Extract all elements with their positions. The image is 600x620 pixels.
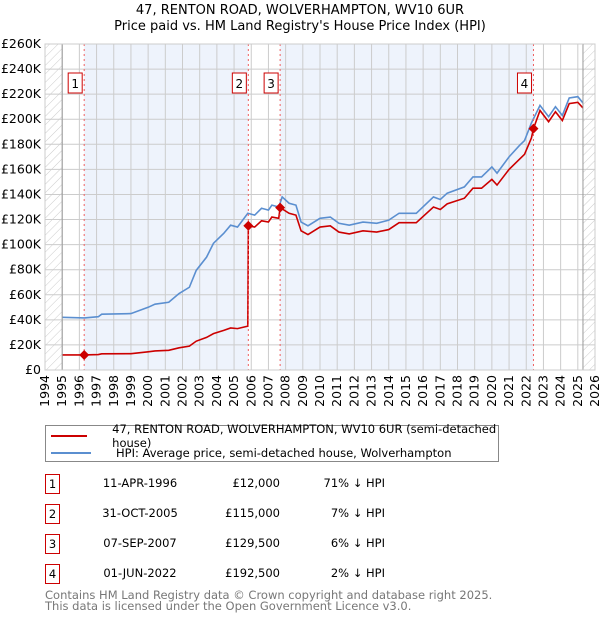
x-tick-label: 2024 — [553, 375, 568, 407]
sale-row: 1 11-APR-1996 £12,000 71% ↓ HPI — [45, 474, 445, 494]
y-tick-label: £140K — [1, 186, 42, 201]
series-line-hpi — [62, 95, 584, 319]
x-tick-label: 2025 — [570, 375, 585, 407]
x-tick-label: 2010 — [312, 375, 327, 407]
x-tick-label: 2008 — [278, 375, 293, 407]
legend-swatch-price — [51, 434, 88, 437]
x-tick-label: 2004 — [209, 375, 224, 407]
x-tick-label: 2000 — [140, 375, 155, 407]
x-tick-label: 2012 — [346, 375, 361, 407]
legend-swatch-hpi — [51, 451, 91, 454]
x-tick-label: 2002 — [175, 375, 190, 407]
sale-date: 07-SEP-2007 — [103, 536, 177, 550]
plot-border — [44, 43, 596, 371]
x-tick-label: 2007 — [260, 375, 275, 407]
y-tick-label: £60K — [9, 287, 42, 302]
x-tick-label: 1996 — [71, 375, 86, 407]
x-tick-label: 1995 — [54, 375, 69, 407]
y-tick-label: £40K — [9, 312, 42, 327]
legend-label-hpi: HPI: Average price, semi-detached house,… — [116, 445, 452, 460]
sale-price: £12,000 — [232, 476, 280, 490]
chart-title: 47, RENTON ROAD, WOLVERHAMPTON, WV10 6UR — [135, 3, 465, 18]
x-tick-label: 2003 — [192, 375, 207, 407]
x-tick-label: 2009 — [295, 375, 310, 407]
x-tick-label: 2019 — [467, 375, 482, 407]
sale-number-badge: 2 — [45, 504, 60, 524]
x-tick-label: 2026 — [587, 375, 600, 407]
sale-label-number: 1 — [71, 77, 79, 91]
chart-subtitle: Price paid vs. HM Land Registry's House … — [114, 19, 486, 34]
sale-price: £192,500 — [225, 566, 280, 580]
y-tick-label: £0 — [25, 362, 41, 377]
sale-point-marker — [275, 202, 286, 213]
sale-point-marker — [528, 123, 539, 134]
y-tick-label: £160K — [1, 161, 42, 176]
x-tick-label: 1998 — [106, 375, 121, 407]
sale-number-badge: 4 — [45, 564, 60, 584]
sale-row: 3 07-SEP-2007 £129,500 6% ↓ HPI — [45, 534, 445, 554]
legend-item-price: 47, RENTON ROAD, WOLVERHAMPTON, WV10 6UR… — [46, 422, 498, 450]
x-tick-label: 2001 — [157, 375, 172, 407]
footer-licence: This data is licensed under the Open Gov… — [45, 599, 412, 613]
x-tick-label: 2016 — [415, 375, 430, 407]
x-tick-label: 2011 — [329, 375, 344, 407]
sale-row: 4 01-JUN-2022 £192,500 2% ↓ HPI — [45, 564, 445, 584]
x-tick-label: 2018 — [450, 375, 465, 407]
sale-point-marker — [243, 220, 254, 231]
sale-label-number: 2 — [236, 77, 244, 91]
sale-number-badge: 3 — [45, 534, 60, 554]
sale-point-marker — [79, 349, 90, 360]
y-tick-label: £240K — [1, 61, 42, 76]
sale-label-number: 3 — [267, 77, 275, 91]
sale-number-badge: 1 — [45, 474, 60, 494]
x-tick-label: 1999 — [123, 375, 138, 407]
sale-price: £115,000 — [225, 506, 280, 520]
sale-label-box — [263, 72, 279, 94]
sale-label-box — [516, 72, 532, 94]
x-tick-label: 2020 — [484, 375, 499, 407]
sale-date: 31-OCT-2005 — [102, 506, 178, 520]
x-tick-label: 2015 — [398, 375, 413, 407]
y-tick-label: £180K — [1, 136, 42, 151]
y-tick-label: £20K — [9, 337, 42, 352]
sale-row: 2 31-OCT-2005 £115,000 7% ↓ HPI — [45, 504, 445, 524]
y-tick-label: £260K — [1, 36, 42, 51]
sale-date: 01-JUN-2022 — [103, 566, 177, 580]
y-tick-label: £80K — [9, 262, 42, 277]
series-line-price — [62, 101, 584, 356]
legend: 47, RENTON ROAD, WOLVERHAMPTON, WV10 6UR… — [45, 422, 499, 462]
sale-price: £129,500 — [225, 536, 280, 550]
ownership-band — [280, 44, 534, 370]
ownership-band — [84, 44, 249, 370]
legend-label-price: 47, RENTON ROAD, WOLVERHAMPTON, WV10 6UR… — [112, 421, 497, 450]
footer-copyright: Contains HM Land Registry data © Crown c… — [45, 588, 493, 602]
sale-hpi-diff: 2% ↓ HPI — [330, 566, 385, 580]
sale-label-box — [231, 72, 247, 94]
sale-date: 11-APR-1996 — [102, 476, 178, 490]
x-tick-label: 2014 — [381, 375, 396, 407]
y-tick-label: £200K — [1, 111, 42, 126]
x-tick-label: 2022 — [518, 375, 533, 407]
chart-plot: 1 2 3 4 £0 £20K £40K £60K £80K £100K £120K £140K £16… — [1, 36, 600, 407]
sale-label-number: 4 — [521, 77, 529, 91]
y-tick-label: £120K — [1, 212, 42, 227]
hatched-no-data-left — [45, 44, 63, 370]
x-tick-label: 2017 — [432, 375, 447, 407]
y-tick-label: £100K — [1, 237, 42, 252]
x-tick-label: 2006 — [243, 375, 258, 407]
sale-hpi-diff: 71% ↓ HPI — [323, 476, 385, 490]
sale-label-box — [67, 72, 83, 94]
x-tick-label: 2023 — [535, 375, 550, 407]
hatched-no-data-right — [582, 44, 595, 370]
y-tick-label: £220K — [1, 86, 42, 101]
legend-item-hpi: HPI: Average price, semi-detached house,… — [46, 444, 452, 461]
x-tick-label: 2021 — [501, 375, 516, 407]
x-tick-label: 2013 — [364, 375, 379, 407]
x-tick-label: 1994 — [37, 375, 52, 407]
x-tick-label: 2005 — [226, 375, 241, 407]
x-tick-label: 1997 — [89, 375, 104, 407]
sale-hpi-diff: 7% ↓ HPI — [330, 506, 385, 520]
sale-hpi-diff: 6% ↓ HPI — [330, 536, 385, 550]
